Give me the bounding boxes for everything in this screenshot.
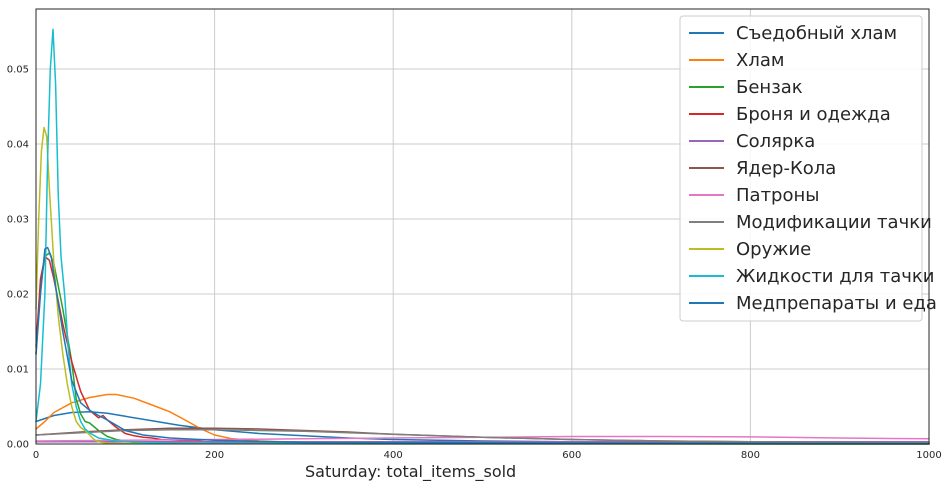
series-line <box>35 429 930 444</box>
x-tick-label: 600 <box>562 450 581 461</box>
x-axis-label: Saturday: total_items_sold <box>305 462 516 482</box>
series-line <box>35 28 930 445</box>
legend-entry: Медпрепараты и еда <box>736 293 937 314</box>
y-tick-label: 0.00 <box>7 440 29 451</box>
y-tick-label: 0.05 <box>7 65 29 76</box>
x-tick-label: 400 <box>384 450 403 461</box>
y-tick-label: 0.01 <box>7 365 29 376</box>
legend-box <box>679 15 923 322</box>
y-tick-label: 0.02 <box>7 290 29 301</box>
legend-entry: Хлам <box>736 50 784 71</box>
y-tick-label: 0.03 <box>7 215 29 226</box>
y-tick-label: 0.04 <box>7 140 29 151</box>
legend-entry: Жидкости для тачки <box>736 266 934 287</box>
legend-entry: Патроны <box>736 185 819 206</box>
plot-frame <box>35 8 930 445</box>
x-tick-label: 800 <box>741 450 760 461</box>
series-line <box>35 246 930 445</box>
legend-entry: Ядер-Кола <box>736 158 836 179</box>
legend: Съедобный хлам Хлам Бензак Броня и одежда Со… <box>679 15 937 322</box>
legend-entry: Броня и одежда <box>736 104 891 125</box>
legend-entry: Оружие <box>736 239 811 260</box>
series-line <box>35 126 930 445</box>
legend-entry: Солярка <box>736 131 815 152</box>
tick-labels: 0 200 400 600 800 1000 0.00 0.01 0.02 0.03 0.04 0.0… <box>7 65 942 462</box>
series-lines <box>35 28 930 445</box>
legend-entry: Бензак <box>736 77 803 98</box>
x-tick-label: 0 <box>33 450 39 461</box>
legend-entry: Модификации тачки <box>736 212 932 233</box>
x-tick-label: 200 <box>205 450 224 461</box>
x-tick-label: 1000 <box>916 450 941 461</box>
legend-entry: Съедобный хлам <box>736 23 897 44</box>
